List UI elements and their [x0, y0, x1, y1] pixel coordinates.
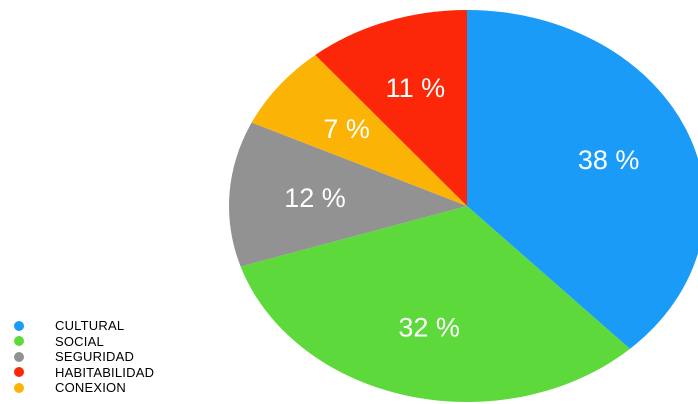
pie-label-seguridad: 12 % — [284, 183, 346, 213]
legend: CULTURAL SOCIAL SEGURIDAD HABITABILIDAD … — [14, 318, 154, 396]
pie-slice-social — [240, 206, 630, 403]
pie-slice-cultural — [467, 10, 698, 349]
legend-swatch — [14, 367, 24, 378]
legend-label: SEGURIDAD — [55, 349, 135, 365]
legend-label: HABITABILIDAD — [55, 364, 155, 380]
pie-label-cultural: 38 % — [578, 145, 640, 175]
pie-label-conexion: 7 % — [323, 114, 370, 144]
legend-item-social: SOCIAL — [14, 334, 154, 350]
legend-swatch — [14, 351, 24, 362]
pie-labels: 38 % 32 % 12 % 7 % 11 % — [284, 73, 639, 343]
legend-label: SOCIAL — [55, 333, 104, 349]
pie-slice-seguridad — [229, 122, 467, 267]
pie-label-habitabilidad: 11 % — [386, 73, 446, 103]
legend-item-conexion: CONEXION — [14, 380, 154, 396]
pie-slice-habitabilidad — [315, 10, 467, 206]
legend-label: CONEXION — [55, 380, 126, 396]
pie-slice-conexion — [251, 54, 467, 207]
legend-item-seguridad: SEGURIDAD — [14, 349, 154, 365]
pie-label-social: 32 % — [398, 313, 460, 343]
legend-swatch — [14, 382, 24, 393]
legend-item-habitabilidad: HABITABILIDAD — [14, 365, 154, 381]
legend-swatch — [14, 336, 24, 347]
pie-slices — [229, 10, 698, 403]
legend-swatch — [14, 320, 24, 331]
legend-label: CULTURAL — [55, 318, 125, 334]
legend-item-cultural: CULTURAL — [14, 318, 154, 334]
